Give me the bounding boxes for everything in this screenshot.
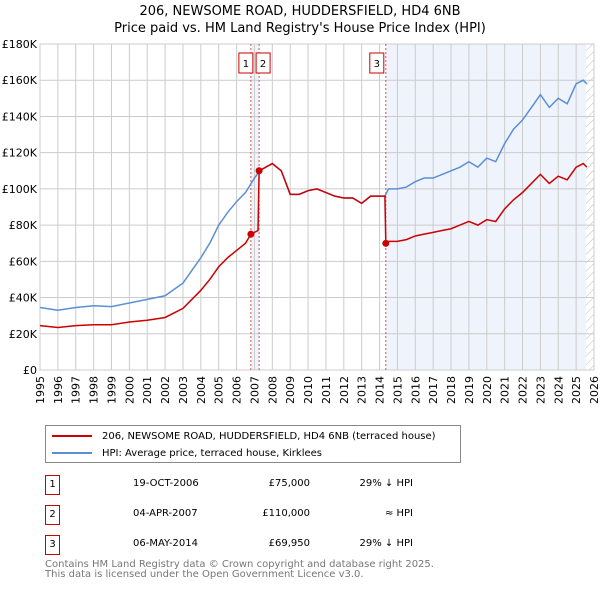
x-tick-label: 2004 (195, 376, 208, 404)
legend-label: 206, NEWSOME ROAD, HUDDERSFIELD, HD4 6NB… (102, 430, 436, 442)
sale-label: 2 (260, 59, 266, 70)
x-tick-label: 2020 (481, 376, 494, 404)
hatched-region (585, 44, 594, 370)
transaction-hpi: 29% ↓ HPI (359, 478, 413, 489)
x-tick-label: 2026 (588, 376, 600, 404)
x-tick-label: 2016 (409, 376, 422, 404)
sale-band (250, 44, 260, 370)
y-tick-label: £160K (2, 74, 38, 87)
x-tick-label: 2000 (123, 376, 136, 404)
y-tick-label: £0 (23, 364, 37, 377)
transaction-number: 3 (45, 535, 60, 555)
series-line (39, 162, 588, 329)
shaded-region (385, 44, 586, 370)
y-tick-label: £140K (2, 110, 38, 123)
x-tick-label: 2013 (356, 376, 369, 404)
x-tick-label: 2007 (248, 376, 261, 404)
y-tick-label: £20K (9, 328, 38, 341)
x-tick-label: 1996 (52, 376, 65, 404)
x-tick-label: 2003 (177, 376, 190, 404)
y-tick-label: £180K (2, 38, 38, 51)
y-tick-label: £60K (9, 255, 38, 268)
x-tick-label: 2014 (374, 376, 387, 404)
transaction-hpi: ≈ HPI (384, 508, 413, 519)
y-tick-label: £80K (9, 219, 38, 232)
x-tick-label: 2022 (517, 376, 530, 404)
x-tick-label: 2018 (445, 376, 458, 404)
legend: 206, NEWSOME ROAD, HUDDERSFIELD, HD4 6NB… (45, 425, 461, 463)
y-tick-label: £120K (2, 147, 38, 160)
x-tick-label: 2024 (552, 376, 565, 404)
x-tick-label: 2002 (159, 376, 172, 404)
x-tick-label: 2015 (391, 376, 404, 404)
y-tick-label: £40K (9, 292, 38, 305)
sale-point (382, 239, 390, 247)
x-tick-label: 1999 (105, 376, 118, 404)
x-tick-label: 1995 (34, 376, 47, 404)
transaction-price: £75,000 (268, 478, 310, 489)
x-tick-label: 2021 (499, 376, 512, 404)
sale-label: 1 (243, 59, 249, 70)
plot-border (39, 43, 595, 371)
transaction-price: £110,000 (262, 508, 310, 519)
chart-subtitle: Price paid vs. HM Land Registry's House … (114, 21, 486, 36)
transaction-hpi: 29% ↓ HPI (359, 538, 413, 549)
transaction-row: 1 19-OCT-2006 £75,000 29% ↓ HPI (45, 475, 465, 495)
transaction-row: 3 06-MAY-2014 £69,950 29% ↓ HPI (45, 535, 465, 555)
chart-title: 206, NEWSOME ROAD, HUDDERSFIELD, HD4 6NB (139, 4, 461, 19)
transaction-date: 06-MAY-2014 (133, 538, 199, 549)
x-tick-label: 2023 (534, 376, 547, 404)
x-tick-label: 2019 (463, 376, 476, 404)
x-tick-label: 2012 (338, 376, 351, 404)
legend-item-hpi: HPI: Average price, terraced house, Kirk… (46, 445, 322, 461)
footer-line: This data is licensed under the Open Gov… (45, 569, 364, 580)
x-tick-label: 2010 (302, 376, 315, 404)
footer: Contains HM Land Registry data © Crown c… (45, 560, 434, 580)
x-tick-label: 2001 (141, 376, 154, 404)
legend-item-property: 206, NEWSOME ROAD, HUDDERSFIELD, HD4 6NB… (46, 428, 436, 444)
x-tick-label: 1997 (70, 376, 83, 404)
sale-point (247, 230, 255, 238)
x-tick-label: 2006 (231, 376, 244, 404)
transaction-date: 04-APR-2007 (133, 508, 198, 519)
transaction-number: 1 (45, 475, 60, 495)
sale-label-box (369, 52, 385, 74)
sale-label-box (238, 52, 254, 74)
x-tick-label: 1998 (88, 376, 101, 404)
legend-label: HPI: Average price, terraced house, Kirk… (102, 447, 323, 459)
x-tick-label: 2017 (427, 376, 440, 404)
x-tick-label: 2005 (213, 376, 226, 404)
sale-label-box (255, 52, 271, 74)
x-tick-label: 2011 (320, 376, 333, 404)
y-tick-label: £100K (2, 183, 38, 196)
sale-point (255, 167, 263, 175)
transaction-price: £69,950 (268, 538, 310, 549)
sale-label: 3 (374, 59, 380, 70)
transaction-row: 2 04-APR-2007 £110,000 ≈ HPI (45, 505, 465, 525)
footer-line: Contains HM Land Registry data © Crown c… (45, 559, 434, 570)
x-tick-label: 2008 (266, 376, 279, 404)
x-tick-label: 2009 (284, 376, 297, 404)
transaction-date: 19-OCT-2006 (133, 478, 199, 489)
transaction-number: 2 (45, 505, 60, 525)
legend-swatch-blue (52, 452, 92, 454)
legend-swatch-red (52, 435, 92, 437)
x-tick-label: 2025 (570, 376, 583, 404)
price-chart: 1995 1996 1997 1998 1999 2000 2001 2002 2003 2004… (2, 38, 600, 404)
